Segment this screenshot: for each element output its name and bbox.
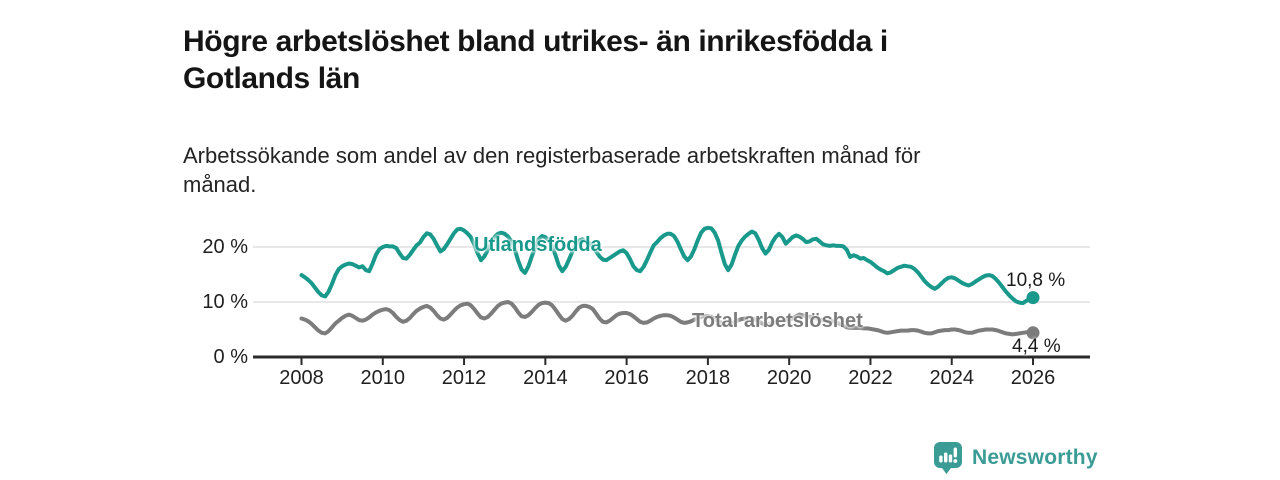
x-tick-label: 2014: [523, 367, 568, 389]
series-label-total-arbetsloshet: Total arbetslöshet: [692, 310, 863, 332]
y-tick-label: 20 %: [202, 236, 248, 258]
x-tick-label: 2026: [1010, 367, 1056, 389]
x-tick-label: 2022: [848, 367, 893, 389]
end-value-label-utlandsfodda: 10,8 %: [1006, 270, 1066, 291]
series-line-total: [299, 300, 1035, 337]
x-tick-label: 2010: [360, 367, 406, 389]
x-tick-label: 2008: [279, 367, 324, 389]
x-tick-label: 2020: [766, 367, 812, 389]
newsworthy-logo: Newsworthy: [933, 441, 1098, 475]
series-end-dot-total: [1026, 326, 1040, 340]
page-title: Högre arbetslöshet bland utrikes- än inr…: [183, 25, 888, 95]
x-tick-label: 2012: [441, 367, 487, 389]
x-tick-label: 2016: [604, 367, 649, 389]
y-tick-label: 10 %: [202, 291, 248, 313]
newsworthy-logo-icon: [934, 442, 962, 474]
chart-subtitle: Arbetssökande som andel av den registerb…: [183, 143, 921, 198]
series-end-dot-utlandsfodda: [1026, 291, 1040, 305]
x-tick-label: 2024: [929, 367, 974, 389]
series-label-utlandsfodda: Utlandsfödda: [474, 234, 602, 256]
newsworthy-logo-text: Newsworthy: [972, 446, 1098, 469]
series-line-utlandsfodda: [299, 225, 1035, 306]
x-tick-label: 2018: [685, 367, 731, 389]
y-tick-label: 0 %: [213, 346, 248, 368]
end-value-label-total: 4,4 %: [1012, 336, 1061, 357]
